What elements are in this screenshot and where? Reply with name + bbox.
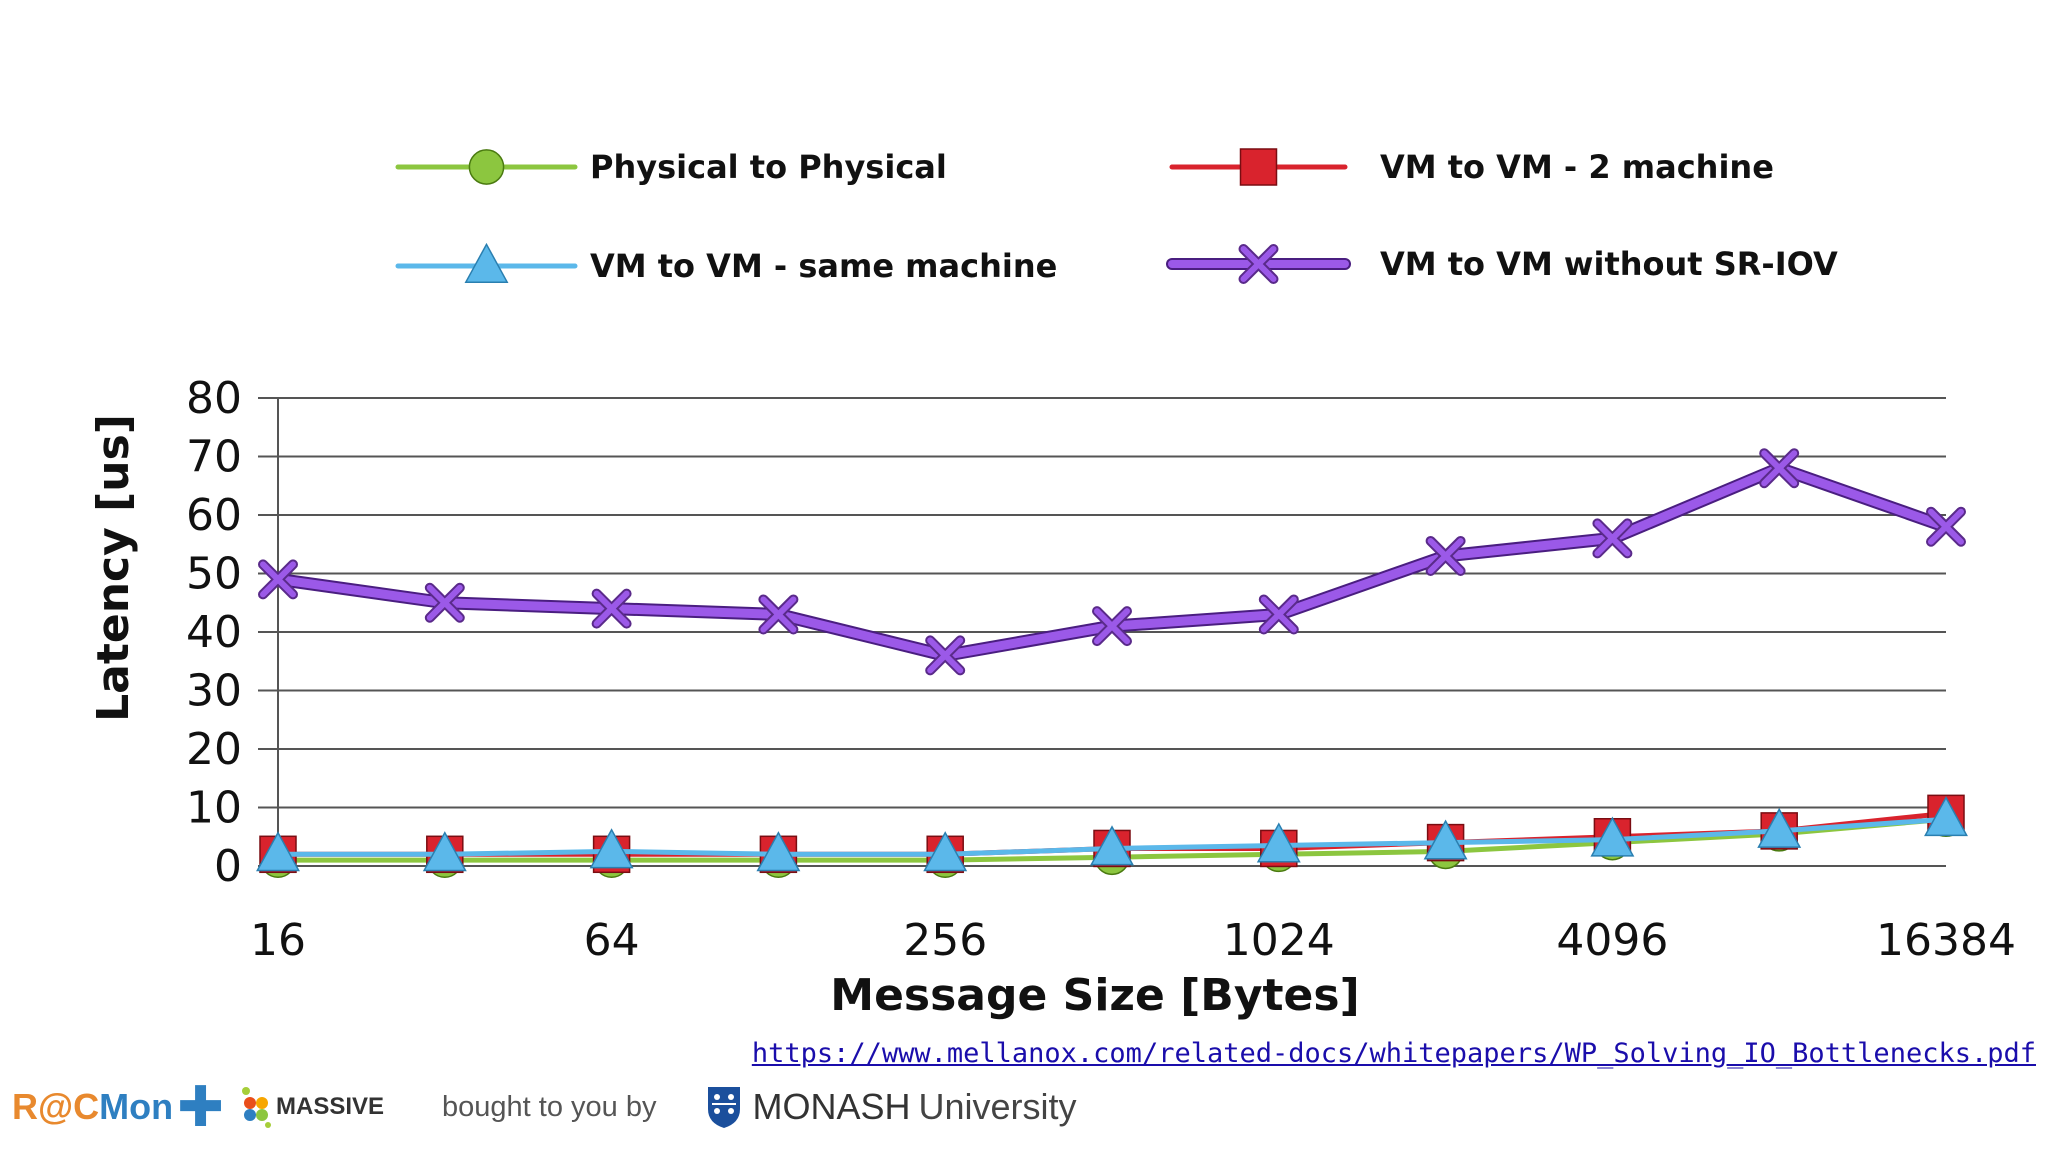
point-x [1592,518,1633,559]
racmon-logo-part1: R@C [12,1086,100,1127]
y-tick-label: 20 [186,724,242,775]
y-tick-label: 10 [186,783,242,834]
x-tick-label: 256 [903,915,987,966]
y-tick-label: 70 [186,432,242,483]
legend-item: VM to VM - same machine [395,242,1057,285]
point-square [1239,148,1278,186]
point-triangle [1256,822,1301,863]
monash-logo: MONASH University [706,1085,1077,1129]
legend-item: Physical to Physical [395,148,947,186]
university-label: University [918,1086,1077,1127]
plus-icon: ✚ [177,1075,224,1138]
x-tick-label: 16384 [1876,915,2016,966]
point-triangle [1924,796,1968,837]
x-axis-title: Message Size [Bytes] [830,970,1359,1021]
point-triangle [464,242,509,283]
massive-logo: MASSIVE [236,1085,384,1129]
point-triangle [1423,819,1468,860]
monash-crest-icon [708,1087,741,1128]
x-tick-label: 16 [250,915,306,966]
footer: R@C Mon ✚ MASSIVE bought to you by MONASH… [12,1072,1077,1142]
legend-label: Physical to Physical [590,148,947,186]
point-x [1759,448,1800,489]
point-triangle [422,831,467,872]
point-triangle [256,831,300,872]
legend: Physical to Physical VM to VM - 2 machine… [395,148,1838,285]
point-x [1258,594,1299,635]
point-x [1092,606,1132,647]
point-triangle [1590,816,1635,857]
racmon-logo: R@C Mon [12,1086,173,1128]
massive-flower-icon [242,1087,271,1128]
source-link[interactable]: https://www.mellanox.com/related-docs/wh… [751,1038,2036,1069]
point-triangle [923,831,968,872]
y-tick-label: 50 [186,549,242,600]
point-x [925,635,966,676]
legend-label: VM to VM - same machine [590,247,1057,285]
y-tick-label: 80 [186,373,242,424]
y-axis-title: Latency [us] [88,414,139,722]
x-tick-label: 1024 [1223,915,1335,966]
y-tick-label: 40 [186,607,242,658]
x-tick-label: 64 [584,915,640,966]
point-triangle [589,828,634,869]
y-tick-label: 0 [214,841,242,892]
legend-label: VM to VM - 2 machine [1380,148,1774,186]
point-circle [468,149,505,185]
series-vm-to-vm-same-machine [256,796,1968,872]
series-layer [256,448,1968,879]
point-x [758,594,799,635]
point-x [1238,244,1279,284]
x-tick-label: 4096 [1556,915,1668,966]
point-x [258,559,298,600]
x-tick-labels: 16 64 256 1024 4096 16384 [250,915,2016,966]
bought-to-you-by: bought to you by [442,1090,657,1123]
massive-label: MASSIVE [276,1093,385,1120]
legend-label: VM to VM without SR-IOV [1380,245,1838,283]
y-tick-label: 30 [186,666,242,717]
point-x [1425,535,1466,576]
y-tick-label: 60 [186,490,242,541]
point-x [424,582,465,623]
point-triangle [1757,807,1802,848]
legend-item: VM to VM without SR-IOV [1166,244,1838,284]
point-triangle [756,831,801,872]
monash-label: MONASH [752,1086,911,1127]
point-x [1926,506,1966,547]
y-tick-labels: 0 10 20 30 40 50 60 70 80 [186,373,242,892]
series-vm-to-vm-without-sr-iov [258,448,1966,676]
point-triangle [1090,825,1134,866]
point-x [591,588,632,629]
racmon-logo-part2: Mon [99,1086,174,1127]
legend-item: VM to VM - 2 machine [1169,148,1774,186]
